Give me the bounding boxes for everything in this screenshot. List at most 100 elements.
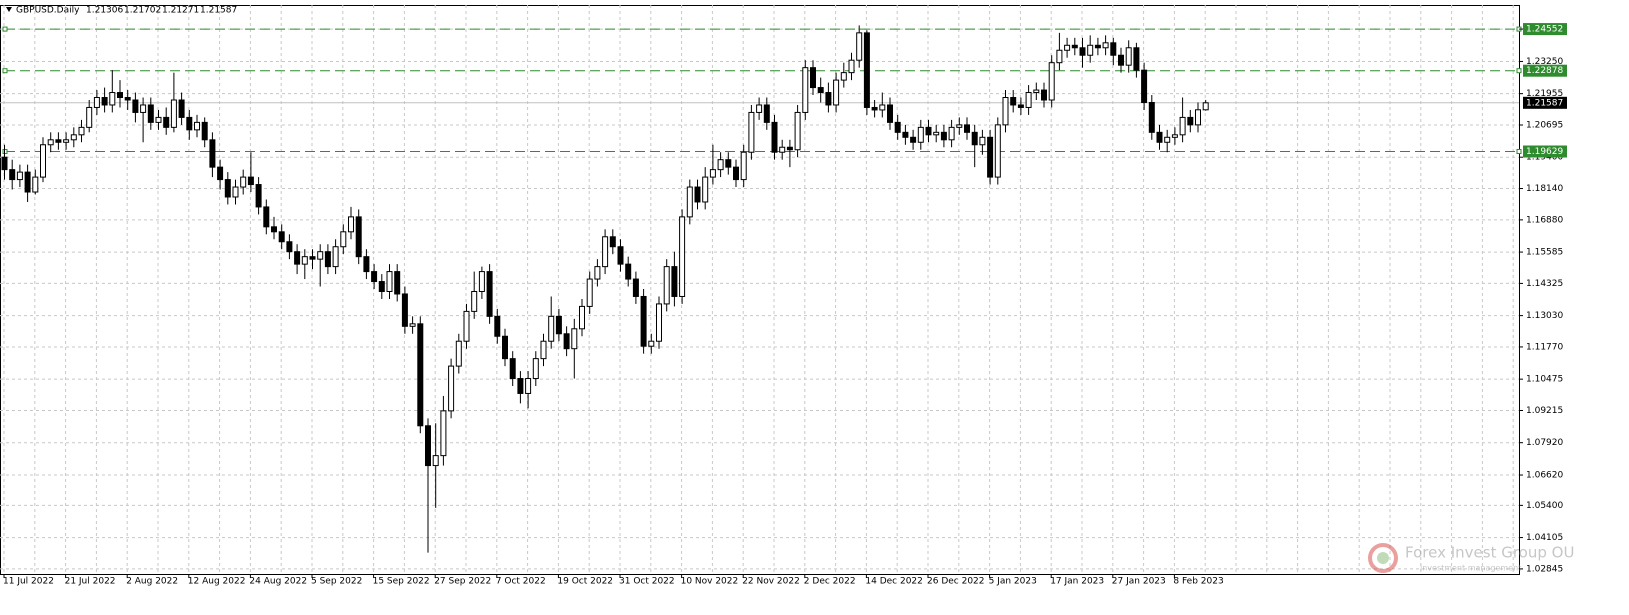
symbol: GBPUSD.Daily [16, 6, 80, 16]
bull-body [455, 340, 462, 367]
level-anchor-right [1516, 149, 1522, 155]
x-tick-label: 24 Aug 2022 [249, 577, 307, 587]
plot-frame [0, 5, 1520, 575]
bull-body [679, 216, 686, 297]
bear-body [502, 335, 508, 360]
bull-body [648, 340, 655, 347]
x-tick-label: 27 Jan 2023 [1112, 577, 1166, 587]
bull-body [432, 455, 439, 467]
bull-body [240, 176, 247, 188]
bull-body [586, 278, 593, 307]
header-low: 1.21271 [162, 6, 199, 16]
y-tick-label: 1.14325 [1526, 279, 1563, 289]
bull-body [1195, 109, 1201, 126]
bull-body [170, 99, 177, 128]
bull-body [1202, 102, 1209, 111]
bull-body [794, 111, 801, 151]
bear-body [1110, 42, 1117, 56]
bear-body [101, 97, 108, 106]
bull-body [594, 266, 601, 280]
bull-body [1025, 92, 1032, 108]
bull-body [702, 176, 709, 203]
level-label: 1.22878 [1526, 66, 1563, 76]
bull-body [448, 365, 455, 412]
bull-body [155, 116, 162, 123]
bull-body [548, 315, 555, 342]
bear-body [163, 116, 170, 128]
bull-body [994, 124, 1001, 178]
bear-body [1017, 104, 1024, 108]
bear-body [863, 32, 870, 108]
bull-body [756, 104, 763, 113]
x-tick-label: 5 Jan 2023 [989, 577, 1037, 587]
bear-body [24, 171, 31, 193]
logo-core [1377, 552, 1389, 564]
x-tick-label: 26 Dec 2022 [927, 577, 985, 587]
bull-body [232, 186, 239, 198]
bull-body [332, 246, 339, 268]
bull-body [948, 126, 955, 141]
y-tick-label: 1.05400 [1526, 501, 1563, 511]
bull-body [317, 251, 324, 260]
bear-body [632, 278, 639, 297]
bull-body [956, 124, 963, 128]
bear-body [1156, 131, 1163, 143]
bull-body [532, 358, 539, 380]
bull-body [301, 256, 308, 265]
level-anchor [2, 68, 8, 74]
bear-body [309, 256, 316, 260]
x-tick-label: 21 Jul 2022 [65, 577, 116, 587]
bull-body [93, 97, 100, 108]
level-label-box [1523, 145, 1567, 158]
bull-body [1056, 49, 1063, 64]
bull-body [933, 131, 940, 136]
bull-body [348, 216, 354, 233]
y-tick-label: 1.15585 [1526, 248, 1563, 258]
bull-body [78, 126, 85, 136]
bear-body [1071, 44, 1078, 49]
bear-body [394, 271, 401, 295]
bear-body [247, 176, 254, 186]
bull-body [340, 231, 347, 248]
x-tick-label: 2 Dec 2022 [804, 577, 856, 587]
bear-body [771, 121, 778, 153]
bear-body [509, 358, 516, 380]
bear-body [9, 169, 16, 181]
bear-body [355, 216, 362, 258]
bear-body [563, 333, 570, 350]
logo [1368, 543, 1398, 573]
bull-body [1102, 42, 1109, 49]
bear-body [694, 186, 701, 203]
x-tick-label: 31 Oct 2022 [619, 577, 675, 587]
bear-body [224, 179, 231, 198]
bear-body [201, 121, 208, 141]
header-open: 1.21306 [86, 6, 123, 16]
bull-body [1179, 116, 1186, 136]
bear-body [763, 104, 770, 123]
bear-body [117, 92, 123, 99]
bull-body [602, 236, 609, 268]
bull-body [386, 271, 393, 292]
bull-body [471, 290, 478, 312]
x-tick-label: 7 Oct 2022 [496, 577, 546, 587]
bear-body [324, 251, 331, 268]
bull-body [663, 266, 670, 305]
bear-body [486, 271, 493, 317]
bear-body [271, 226, 277, 233]
bear-body [417, 323, 424, 427]
bear-body [124, 97, 131, 101]
watermark: Forex Invest Group OU investment managem… [1368, 543, 1574, 573]
bear-body [371, 271, 378, 283]
x-tick-label: 2 Aug 2022 [126, 577, 178, 587]
x-tick-label: 5 Sep 2022 [311, 577, 362, 587]
bear-body [1079, 47, 1086, 56]
bull-body [1087, 44, 1094, 56]
x-tick-label: 8 Feb 2023 [1173, 577, 1223, 587]
header-high: 1.21702 [124, 6, 161, 16]
bear-body [817, 87, 824, 94]
menu-triangle[interactable] [6, 7, 12, 12]
bear-body [1, 156, 8, 171]
level-anchor-right [1516, 68, 1522, 74]
bear-body [1094, 44, 1101, 49]
